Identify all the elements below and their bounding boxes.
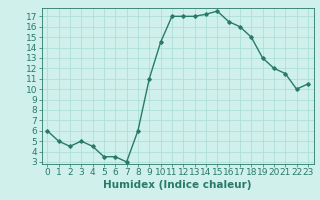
X-axis label: Humidex (Indice chaleur): Humidex (Indice chaleur)	[103, 180, 252, 190]
